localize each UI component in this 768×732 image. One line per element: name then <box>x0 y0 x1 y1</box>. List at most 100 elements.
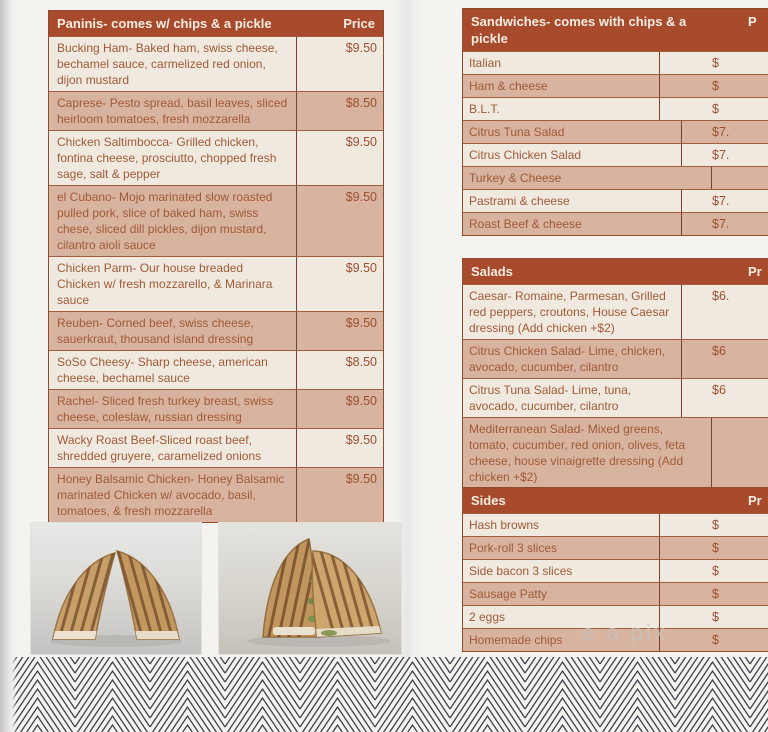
menu-row: Chicken Saltimbocca- Grilled chicken, fo… <box>49 130 383 185</box>
item-price: $ <box>659 52 768 74</box>
item-name: Pork-roll 3 slices <box>469 541 558 555</box>
item-name: 2 eggs <box>469 610 506 624</box>
item-name: Ham & cheese <box>469 79 548 93</box>
item-name: Caprese- Pesto spread, basil leaves, sli… <box>57 96 288 126</box>
salads-price-column-label: Pr <box>748 264 762 279</box>
item-price: $9.50 <box>296 37 383 91</box>
item-price: $6. <box>681 285 768 339</box>
salads-table-header: Salads Pr <box>463 259 768 284</box>
menu-row: Citrus Tuna Salad $7. <box>463 120 768 143</box>
watermark: e a pix <box>582 620 668 645</box>
menu-row: Pork-roll 3 slices $ <box>463 536 768 559</box>
menu-row: Citrus Chicken Salad- Lime, chicken, avo… <box>463 339 768 378</box>
sides-table: Sides Pr Hash browns $ Pork-roll 3 slice… <box>462 487 768 652</box>
sides-price-column-label: Pr <box>748 493 762 508</box>
item-name: Citrus Chicken Salad <box>469 148 582 162</box>
menu-row: el Cubano- Mojo marinated slow roasted p… <box>49 185 383 256</box>
menu-row: Homemade chips $ <box>463 628 768 651</box>
menu-row: Caprese- Pesto spread, basil leaves, sli… <box>49 91 383 130</box>
menu-row: Caesar- Romaine, Parmesan, Grilled red p… <box>463 284 768 339</box>
item-price: $9.50 <box>296 468 383 522</box>
item-name: el Cubano- Mojo marinated slow roasted p… <box>57 190 273 252</box>
item-name: SoSo Cheesy- Sharp cheese, american chee… <box>57 355 268 385</box>
item-price: $ <box>659 537 768 559</box>
item-name: Rachel- Sliced fresh turkey breast, swis… <box>57 394 274 424</box>
menu-row: Pastrami & cheese $7. <box>463 189 768 212</box>
sides-table-header: Sides Pr <box>463 488 768 513</box>
paninis-table: Paninis- comes w/ chips & a pickle Price… <box>48 10 384 523</box>
menu-row: 2 eggs $ <box>463 605 768 628</box>
item-name: Bucking Ham- Baked ham, swiss cheese, be… <box>57 41 278 87</box>
item-price: $6 <box>681 340 768 378</box>
item-name: Side bacon 3 slices <box>469 564 573 578</box>
item-name: Pastrami & cheese <box>469 194 570 208</box>
item-name: Turkey & Cheese <box>469 171 562 185</box>
paninis-title: Paninis- comes w/ chips & a pickle <box>57 16 272 31</box>
item-price: $ <box>659 560 768 582</box>
salads-title: Salads <box>471 264 513 279</box>
sides-title: Sides <box>471 493 506 508</box>
item-name: Mediterranean Salad- Mixed greens, tomat… <box>469 422 686 484</box>
item-price: $ <box>659 98 768 120</box>
item-name: Chicken Saltimbocca- Grilled chicken, fo… <box>57 135 277 181</box>
menu-row: Roast Beef & cheese $7. <box>463 212 768 235</box>
item-name: Hash browns <box>469 518 540 532</box>
paninis-table-header: Paninis- comes w/ chips & a pickle Price <box>49 11 383 36</box>
item-name: Italian <box>469 56 502 70</box>
item-name: Caesar- Romaine, Parmesan, Grilled red p… <box>469 289 670 335</box>
menu-row: Chicken Parm- Our house breaded Chicken … <box>49 256 383 311</box>
menu-row: Citrus Chicken Salad $7. <box>463 143 768 166</box>
item-name: Reuben- Corned beef, swiss cheese, sauer… <box>57 316 254 346</box>
panini-photo-2 <box>218 522 402 655</box>
item-name: Chicken Parm- Our house breaded Chicken … <box>57 261 273 307</box>
menu-row: Sausage Patty $ <box>463 582 768 605</box>
item-price: $6 <box>681 379 768 417</box>
item-price: $9.50 <box>296 131 383 185</box>
item-name: Citrus Chicken Salad- Lime, chicken, avo… <box>469 344 666 374</box>
item-price: $8.50 <box>296 92 383 130</box>
item-price: $7. <box>681 213 768 235</box>
menu-row: Rachel- Sliced fresh turkey breast, swis… <box>49 389 383 428</box>
item-name: B.L.T. <box>469 102 500 116</box>
menu-row: Wacky Roast Beef-Sliced roast beef, shre… <box>49 428 383 467</box>
item-name: Citrus Tuna Salad- Lime, tuna, avocado, … <box>469 383 632 413</box>
menu-row: Italian $ <box>463 51 768 74</box>
sandwiches-price-column-label: P <box>748 14 757 29</box>
sandwiches-title: Sandwiches- comes with chips & a pickle <box>471 14 687 46</box>
item-price: $9.50 <box>296 390 383 428</box>
item-price: $7. <box>681 190 768 212</box>
item-price: $ <box>659 583 768 605</box>
item-name: Wacky Roast Beef-Sliced roast beef, shre… <box>57 433 262 463</box>
menu-row: Citrus Tuna Salad- Lime, tuna, avocado, … <box>463 378 768 417</box>
menu-row: Honey Balsamic Chicken- Honey Balsamic m… <box>49 467 383 522</box>
menu-row: B.L.T. $ <box>463 97 768 120</box>
zigzag-pattern <box>0 657 768 732</box>
item-name: Roast Beef & cheese <box>469 217 582 231</box>
item-price: $9.50 <box>296 257 383 311</box>
item-price: $7. <box>681 121 768 143</box>
item-price: $9.50 <box>296 186 383 256</box>
sandwiches-table-header: Sandwiches- comes with chips & a pickle … <box>463 9 768 51</box>
panini-photo-2-illustration <box>247 537 391 647</box>
item-price: $9.50 <box>296 429 383 467</box>
item-price <box>711 418 768 488</box>
panini-photo-1 <box>30 522 202 655</box>
item-name: Sausage Patty <box>469 587 548 601</box>
sandwiches-table: Sandwiches- comes with chips & a pickle … <box>462 8 768 236</box>
item-price: $ <box>659 629 768 651</box>
menu-row: Bucking Ham- Baked ham, swiss cheese, be… <box>49 36 383 91</box>
menu-row: Ham & cheese $ <box>463 74 768 97</box>
menu-row: Side bacon 3 slices $ <box>463 559 768 582</box>
item-price: $7. <box>681 144 768 166</box>
menu-row: Hash browns $ <box>463 513 768 536</box>
item-name: Citrus Tuna Salad <box>469 125 565 139</box>
item-price: $ <box>659 606 768 628</box>
scan-page-edge <box>0 0 17 732</box>
item-name: Honey Balsamic Chicken- Honey Balsamic m… <box>57 472 285 518</box>
menu-row: Mediterranean Salad- Mixed greens, tomat… <box>463 417 768 488</box>
item-price: $8.50 <box>296 351 383 389</box>
item-name: Homemade chips <box>469 633 563 647</box>
menu-row: Reuben- Corned beef, swiss cheese, sauer… <box>49 311 383 350</box>
paninis-price-column-label: Price <box>343 16 375 31</box>
